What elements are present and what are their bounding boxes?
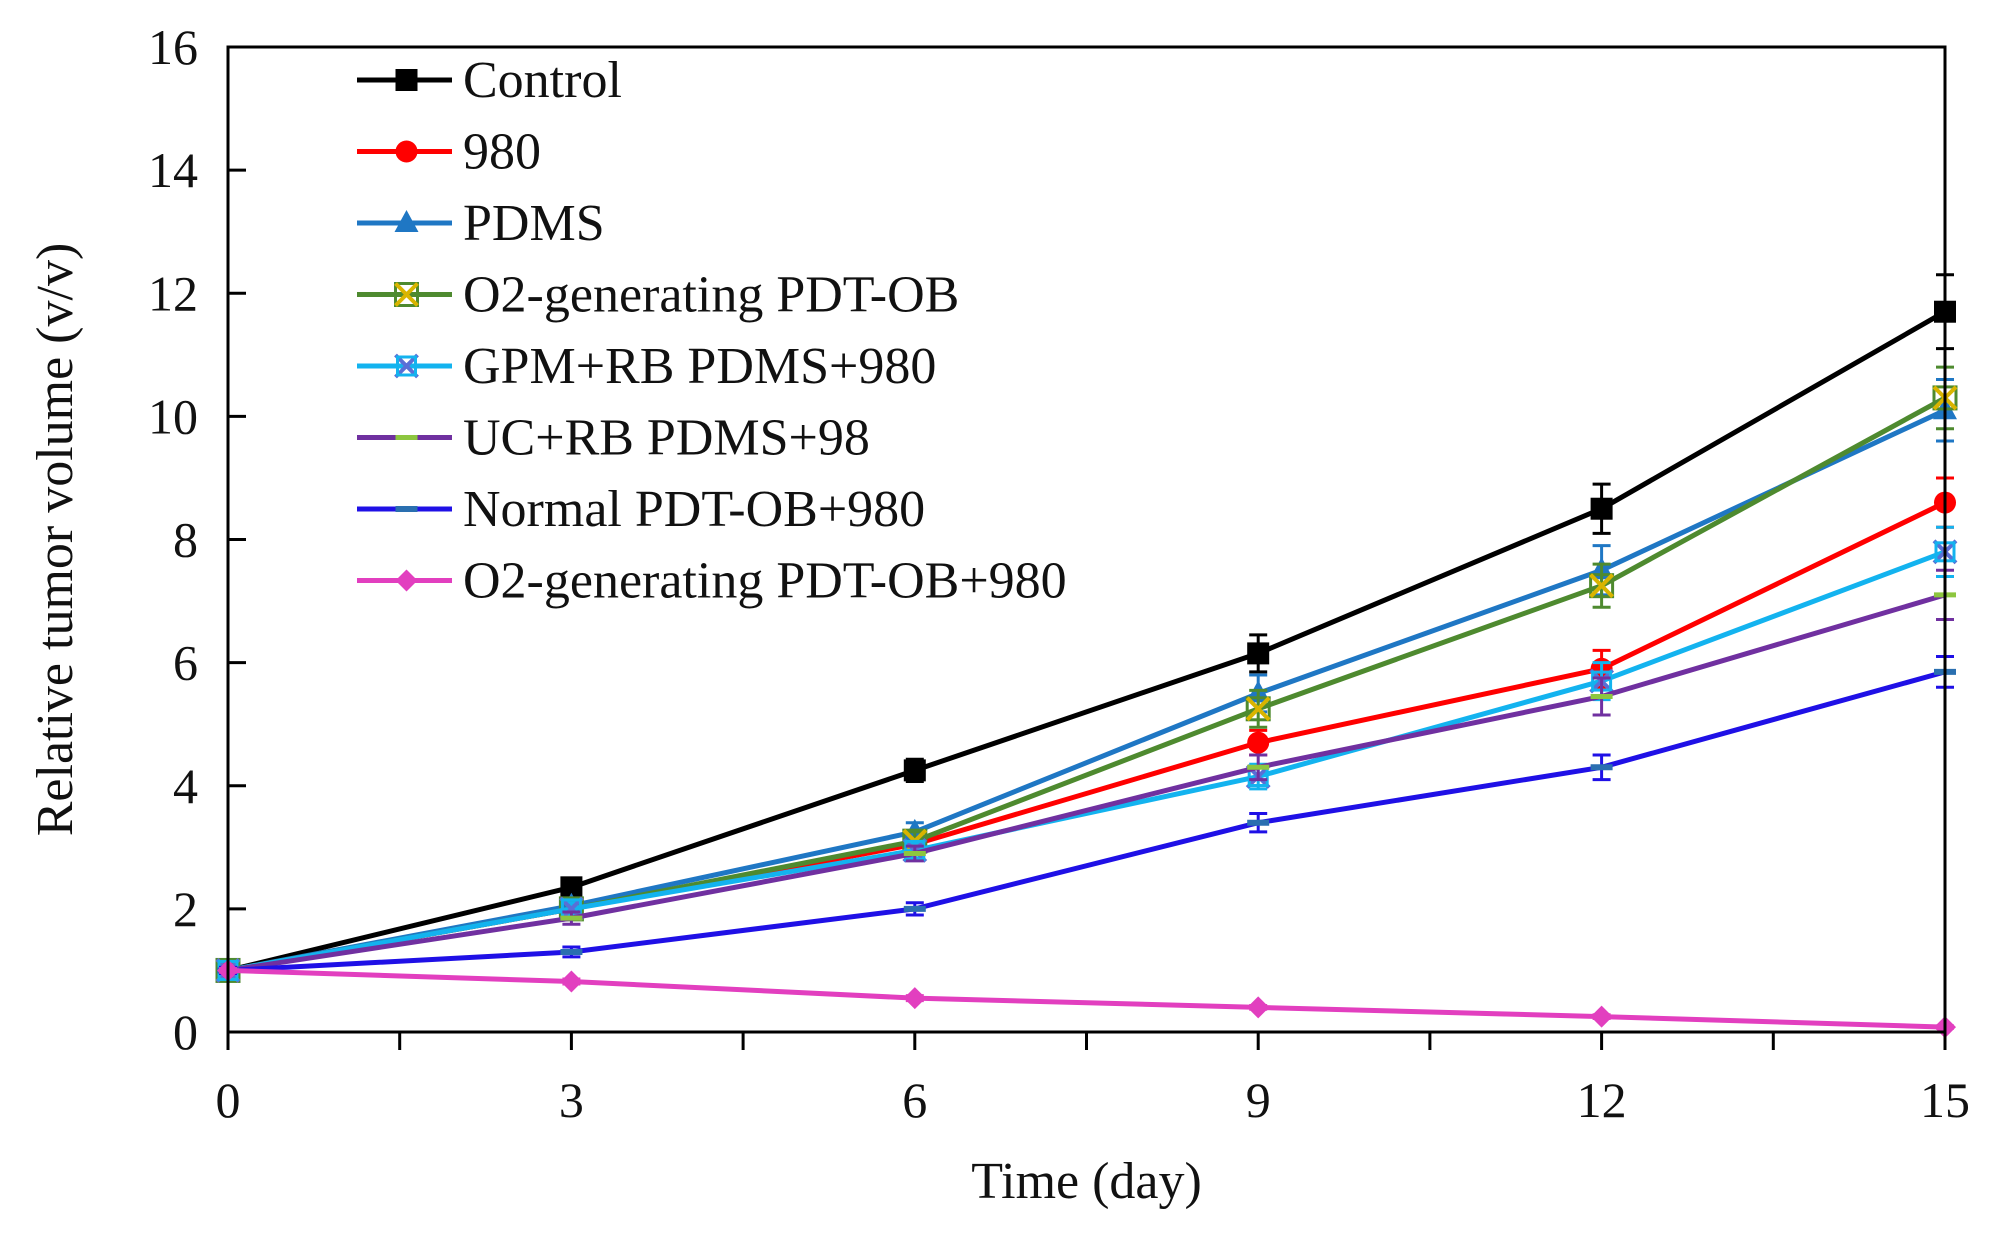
data-point <box>903 987 926 1010</box>
marker-box <box>1589 573 1615 599</box>
legend-marker <box>395 569 418 592</box>
legend-label: UC+RB PDMS+98 <box>463 410 870 467</box>
data-point <box>1247 642 1270 665</box>
data-point <box>1590 1005 1613 1028</box>
data-point <box>1590 497 1613 520</box>
y-tick-label: 2 <box>173 881 198 937</box>
legend-label: O2-generating PDT-OB+980 <box>463 553 1067 610</box>
x-tick-label: 6 <box>902 1072 927 1128</box>
legend-label: Control <box>463 52 622 109</box>
y-tick-label: 16 <box>148 19 198 75</box>
marker-x <box>394 353 419 379</box>
y-tick-label: 4 <box>173 758 198 814</box>
x-tick-label: 0 <box>216 1072 241 1128</box>
legend-label: GPM+RB PDMS+980 <box>463 338 936 395</box>
legend-item-5: UC+RB PDMS+98 <box>357 410 870 467</box>
legend-item-6: Normal PDT-OB+980 <box>357 481 925 538</box>
y-axis-title: Relative tumor volume (v/v) <box>27 243 84 837</box>
series-5 <box>217 568 1956 976</box>
x-tick-label: 15 <box>1920 1072 1970 1128</box>
legend-marker <box>394 282 419 307</box>
data-point <box>560 970 583 993</box>
legend: Control 980 PDMS O2-generating PDT-OB GPM+RB… <box>357 52 1067 610</box>
y-tick-label: 8 <box>173 512 198 568</box>
series-line <box>227 309 1947 973</box>
legend-marker <box>394 210 419 232</box>
legend-marker <box>395 69 418 91</box>
series-line <box>227 967 1946 1030</box>
legend-marker <box>395 140 418 163</box>
legend-label: PDMS <box>463 195 605 252</box>
series-7 <box>217 959 1956 1039</box>
marker-cross <box>1589 573 1615 599</box>
series-line <box>227 669 1946 973</box>
legend-item-1: 980 <box>357 124 541 181</box>
legend-item-4: GPM+RB PDMS+980 <box>357 338 936 395</box>
x-tick-label: 3 <box>559 1072 584 1128</box>
data-point <box>560 876 583 899</box>
y-tick-label: 10 <box>148 388 198 444</box>
data-point <box>1247 996 1270 1019</box>
legend-label: Normal PDT-OB+980 <box>463 481 925 538</box>
data-point <box>1245 696 1271 722</box>
legend-marker <box>394 353 419 379</box>
series-line <box>227 592 1946 973</box>
legend-item-7: O2-generating PDT-OB+980 <box>357 553 1067 610</box>
legend-label: 980 <box>463 124 541 181</box>
marker-box <box>394 282 419 307</box>
marker-cross <box>394 282 419 307</box>
y-tick-label: 0 <box>173 1004 198 1060</box>
series-line <box>227 549 1946 973</box>
series-0 <box>217 273 1956 982</box>
series-line <box>227 407 1947 973</box>
legend-label: O2-generating PDT-OB <box>463 267 959 324</box>
x-tick-label: 9 <box>1246 1072 1271 1128</box>
data-point <box>1247 731 1270 754</box>
marker-box <box>1245 696 1271 722</box>
data-point <box>1589 573 1615 599</box>
series-2 <box>216 377 1957 980</box>
y-tick-label: 14 <box>148 142 198 198</box>
axis-ticks: 0 2 4 6 8 10 12 14 16 0 3 6 9 12 15 <box>148 19 1970 1128</box>
y-tick-label: 6 <box>173 635 198 691</box>
data-point <box>903 759 926 782</box>
x-tick-label: 12 <box>1577 1072 1627 1128</box>
y-tick-label: 12 <box>148 265 198 321</box>
marker-box <box>396 355 417 377</box>
marker-cross <box>1245 696 1271 722</box>
legend-item-2: PDMS <box>357 195 605 252</box>
legend-item-0: Control <box>357 52 622 109</box>
x-axis-title: Time (day) <box>971 1153 1202 1210</box>
legend-item-3: O2-generating PDT-OB <box>357 267 959 324</box>
